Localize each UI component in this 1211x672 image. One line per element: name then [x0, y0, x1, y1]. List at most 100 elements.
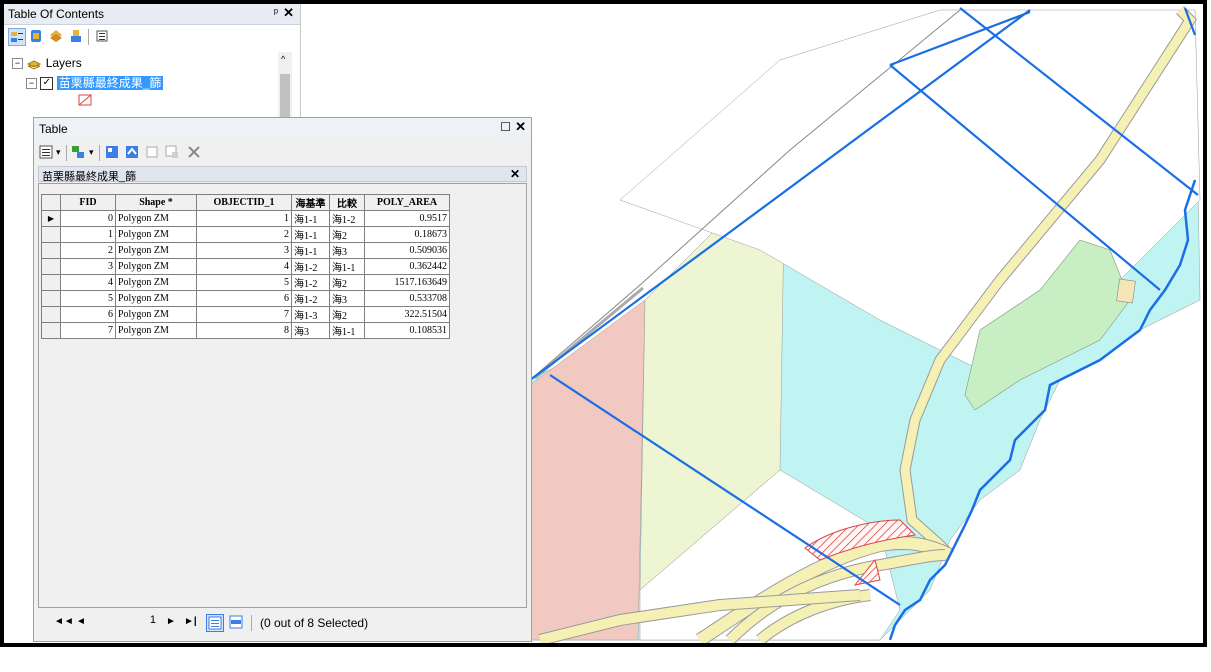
table-row[interactable]: ▶ 0 Polygon ZM 1 海1-1 海1-2 0.9517: [41, 210, 450, 227]
table-cell[interactable]: 7: [60, 322, 116, 339]
column-header-shape[interactable]: Shape *: [115, 194, 197, 211]
layer-visibility-checkbox[interactable]: ✓: [40, 77, 54, 91]
select-by-attributes-icon[interactable]: [104, 144, 122, 162]
table-row[interactable]: 1 Polygon ZM 2 海1-1 海2 0.18673: [41, 226, 450, 243]
layer-name[interactable]: 苗栗縣最終成果_篩: [56, 76, 164, 90]
table-cell[interactable]: 0.509036: [364, 242, 450, 259]
table-cell[interactable]: 0: [60, 210, 116, 227]
column-header-poly-area[interactable]: POLY_AREA: [364, 194, 450, 211]
scroll-up-icon[interactable]: ^: [281, 54, 286, 64]
table-cell[interactable]: 海3: [329, 290, 365, 307]
options-icon[interactable]: [94, 28, 112, 46]
table-cell[interactable]: 1517.163649: [364, 274, 450, 291]
close-tab-icon[interactable]: ✕: [509, 167, 520, 181]
close-icon[interactable]: ✕: [515, 119, 526, 134]
table-cell[interactable]: 海1-2: [329, 210, 365, 227]
table-tab[interactable]: 苗栗縣最終成果_篩 ✕: [38, 166, 527, 183]
table-cell[interactable]: Polygon ZM: [115, 258, 197, 275]
next-record-icon[interactable]: ►: [166, 616, 176, 627]
row-selector[interactable]: [41, 258, 61, 275]
table-cell[interactable]: 海1-3: [291, 306, 330, 323]
table-cell[interactable]: 6: [196, 290, 292, 307]
last-record-icon[interactable]: ►|: [184, 616, 197, 627]
table-cell[interactable]: Polygon ZM: [115, 306, 197, 323]
table-cell[interactable]: 1: [196, 210, 292, 227]
row-header-corner[interactable]: [41, 194, 61, 211]
table-cell[interactable]: 2: [60, 242, 116, 259]
zoom-to-selected-icon[interactable]: [164, 144, 182, 162]
table-cell[interactable]: Polygon ZM: [115, 242, 197, 259]
row-selector[interactable]: ▶: [41, 210, 61, 227]
table-cell[interactable]: 8: [196, 322, 292, 339]
table-cell[interactable]: 2: [196, 226, 292, 243]
table-row[interactable]: 2 Polygon ZM 3 海1-1 海3 0.509036: [41, 242, 450, 259]
table-row[interactable]: 7 Polygon ZM 8 海3 海1-1 0.108531: [41, 322, 450, 339]
table-cell[interactable]: 海2: [329, 274, 365, 291]
table-cell[interactable]: 7: [196, 306, 292, 323]
column-header-fid[interactable]: FID: [60, 194, 116, 211]
list-by-source-icon[interactable]: [28, 28, 46, 46]
table-cell[interactable]: Polygon ZM: [115, 322, 197, 339]
collapse-icon[interactable]: −: [12, 58, 23, 70]
close-icon[interactable]: ✕: [283, 5, 294, 20]
row-selector[interactable]: [41, 274, 61, 291]
related-tables-icon[interactable]: [70, 144, 88, 162]
show-all-records-icon[interactable]: [206, 614, 224, 632]
table-titlebar[interactable]: Table ☐ ✕: [34, 118, 531, 140]
dropdown-arrow-icon[interactable]: ▾: [56, 147, 61, 157]
table-cell[interactable]: 海2: [329, 226, 365, 243]
row-selector[interactable]: [41, 322, 61, 339]
current-record-field[interactable]: 1: [149, 614, 156, 626]
column-header-compare[interactable]: 比較: [329, 194, 365, 211]
table-cell[interactable]: 海1-1: [291, 226, 330, 243]
table-cell[interactable]: 0.533708: [364, 290, 450, 307]
column-header-sea-baseline[interactable]: 海基準: [291, 194, 330, 211]
table-cell[interactable]: 海1-1: [329, 322, 365, 339]
row-selector[interactable]: [41, 290, 61, 307]
table-cell[interactable]: 海1-1: [291, 210, 330, 227]
table-cell[interactable]: 海1-2: [291, 274, 330, 291]
column-header-objectid[interactable]: OBJECTID_1: [196, 194, 292, 211]
table-cell[interactable]: 海1-2: [291, 290, 330, 307]
layers-root[interactable]: − Layers: [12, 56, 82, 72]
table-cell[interactable]: Polygon ZM: [115, 226, 197, 243]
table-cell[interactable]: 4: [196, 258, 292, 275]
table-options-icon[interactable]: [38, 144, 56, 162]
hatched-polygon-symbol-icon[interactable]: [78, 94, 92, 106]
table-cell[interactable]: 1: [60, 226, 116, 243]
show-selected-records-icon[interactable]: [228, 614, 246, 632]
table-row[interactable]: 3 Polygon ZM 4 海1-2 海1-1 0.362442: [41, 258, 450, 275]
list-by-drawing-order-icon[interactable]: [8, 28, 26, 46]
layer-item[interactable]: − ✓ 苗栗縣最終成果_篩: [26, 74, 164, 91]
table-cell[interactable]: 322.51504: [364, 306, 450, 323]
table-cell[interactable]: 6: [60, 306, 116, 323]
clear-selection-icon[interactable]: [144, 144, 162, 162]
table-cell[interactable]: 3: [60, 258, 116, 275]
row-selector[interactable]: [41, 226, 61, 243]
table-cell[interactable]: 3: [196, 242, 292, 259]
collapse-icon[interactable]: −: [26, 78, 37, 90]
dropdown-arrow-icon[interactable]: ▾: [89, 147, 94, 157]
table-cell[interactable]: 海1-2: [291, 258, 330, 275]
row-selector[interactable]: [41, 306, 61, 323]
table-row[interactable]: 4 Polygon ZM 5 海1-2 海2 1517.163649: [41, 274, 450, 291]
switch-selection-icon[interactable]: [124, 144, 142, 162]
list-by-visibility-icon[interactable]: [48, 28, 66, 46]
table-cell[interactable]: 海3: [291, 322, 330, 339]
table-cell[interactable]: Polygon ZM: [115, 290, 197, 307]
table-row[interactable]: 5 Polygon ZM 6 海1-2 海3 0.533708: [41, 290, 450, 307]
table-cell[interactable]: 海2: [329, 306, 365, 323]
table-cell[interactable]: 0.362442: [364, 258, 450, 275]
table-cell[interactable]: 5: [196, 274, 292, 291]
list-by-selection-icon[interactable]: [68, 28, 86, 46]
scroll-thumb[interactable]: [280, 74, 290, 122]
delete-selected-icon[interactable]: [186, 144, 204, 162]
table-cell[interactable]: 4: [60, 274, 116, 291]
table-row[interactable]: 6 Polygon ZM 7 海1-3 海2 322.51504: [41, 306, 450, 323]
table-cell[interactable]: 海3: [329, 242, 365, 259]
table-cell[interactable]: Polygon ZM: [115, 274, 197, 291]
table-cell[interactable]: Polygon ZM: [115, 210, 197, 227]
table-cell[interactable]: 海1-1: [291, 242, 330, 259]
toc-scrollbar[interactable]: ^: [278, 52, 292, 122]
